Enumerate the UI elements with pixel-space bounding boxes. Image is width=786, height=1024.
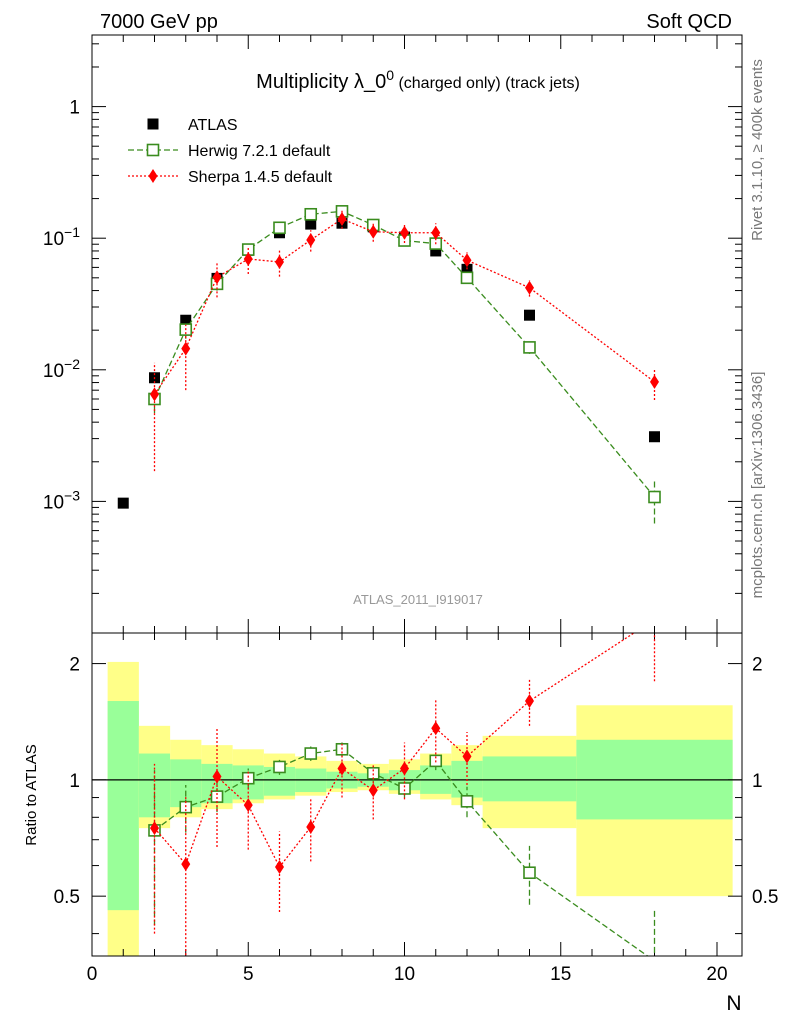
main-title-text: Multiplicity λ_0 <box>256 71 386 93</box>
data-point <box>275 859 284 874</box>
data-point <box>525 280 534 295</box>
ratio-y-tick-label-right: 0.5 <box>752 887 778 908</box>
y-tick-label: 10−1 <box>43 224 80 250</box>
legend: ATLAS Herwig 7.2.1 default Sherpa 1.4.5 de… <box>128 117 333 186</box>
legend-label: Sherpa 1.4.5 default <box>188 169 333 186</box>
data-point <box>150 387 159 402</box>
x-tick-label: 20 <box>706 964 727 985</box>
data-point <box>368 224 378 239</box>
y-tick-label-base: 10 <box>43 492 64 513</box>
uncertainty-band-inner <box>107 701 139 911</box>
data-point <box>181 857 191 872</box>
uncertainty-band-inner <box>482 756 577 802</box>
data-point <box>523 866 536 880</box>
data-point <box>523 341 536 354</box>
data-point <box>524 309 535 321</box>
data-point <box>304 747 318 760</box>
legend-item: ATLAS <box>147 117 238 134</box>
data-point <box>181 341 191 356</box>
data-point <box>460 795 474 808</box>
data-point <box>460 271 474 285</box>
data-point <box>273 221 286 235</box>
x-tick-label: 10 <box>394 964 415 985</box>
data-point <box>648 490 661 504</box>
data-point <box>212 270 222 285</box>
x-tick-label: 0 <box>87 964 98 985</box>
main-title: Multiplicity λ_00 (charged only) (track … <box>256 67 580 93</box>
analysis-id: ATLAS_2011_I919017 <box>353 592 483 607</box>
data-point <box>306 820 316 835</box>
y-tick-label: 10−2 <box>43 356 80 382</box>
data-point <box>306 232 316 247</box>
data-point <box>273 760 286 774</box>
data-point <box>462 749 472 764</box>
ratio-y-tick-label-left: 1 <box>69 771 80 792</box>
data-point <box>398 782 411 795</box>
data-point <box>337 211 347 226</box>
ratio-y-tick-label-right: 2 <box>752 655 763 676</box>
data-point <box>400 225 409 240</box>
data-point <box>243 798 253 813</box>
data-point <box>146 143 160 157</box>
ratio-panel: 0.5 0.51 12 20 5 10 15 20 Ratio to ATLAS N <box>23 632 778 1015</box>
legend-label: Herwig 7.2.1 default <box>188 143 331 160</box>
series-line <box>153 210 655 498</box>
data-point <box>212 769 222 784</box>
y-tick-label: 1 <box>69 98 80 119</box>
ratio-series-sherpa <box>150 633 656 956</box>
data-point <box>180 314 192 326</box>
data-point <box>525 694 534 709</box>
legend-label: ATLAS <box>188 117 238 134</box>
legend-item: Herwig 7.2.1 default <box>128 143 331 160</box>
ratio-y-tick-label-right: 1 <box>752 771 763 792</box>
ratio-y-tick-label-left: 0.5 <box>54 887 80 908</box>
data-point <box>400 761 409 776</box>
y-tick-label-exp: −2 <box>64 356 80 372</box>
x-tick-label: 5 <box>243 964 254 985</box>
y-tick-label-exp: −1 <box>64 224 80 240</box>
data-point <box>210 790 224 803</box>
energy-label: 7000 GeV pp <box>100 11 218 33</box>
x-axis-label: N <box>726 992 741 1015</box>
data-point <box>275 254 284 269</box>
data-point <box>650 374 659 389</box>
data-point <box>243 251 253 266</box>
data-point <box>368 783 378 798</box>
ratio-ylabel: Ratio to ATLAS <box>23 744 40 845</box>
x-tick-label: 15 <box>550 964 571 985</box>
data-point <box>147 118 159 130</box>
main-title-sup: 0 <box>386 67 394 83</box>
data-point <box>241 771 255 785</box>
uncertainty-band-inner <box>170 759 202 808</box>
data-point <box>117 497 129 509</box>
series-sherpa <box>150 210 659 472</box>
data-point <box>431 721 441 736</box>
data-point <box>305 218 317 230</box>
y-tick-label-exp: −3 <box>64 487 80 503</box>
data-point <box>304 207 318 221</box>
data-point <box>431 225 441 240</box>
data-point <box>430 245 442 257</box>
legend-item: Sherpa 1.4.5 default <box>128 169 333 186</box>
y-tick-label: 10−3 <box>43 487 80 513</box>
mcplots-label: mcplots.cern.ch [arXiv:1306.3436] <box>749 372 766 599</box>
y-tick-label-base: 10 <box>43 229 64 250</box>
y-tick-label-base: 10 <box>43 361 64 382</box>
data-point <box>462 253 472 268</box>
ratio-y-tick-label-left: 2 <box>69 655 80 676</box>
data-point <box>150 821 159 836</box>
data-point <box>337 761 347 776</box>
series-atlas <box>117 217 660 509</box>
ratio-frame <box>91 632 743 957</box>
data-point <box>148 169 158 183</box>
main-panel: Multiplicity λ_00 (charged only) (track … <box>43 34 743 634</box>
category-label: Soft QCD <box>646 11 732 33</box>
rivet-label: Rivet 3.1.10, ≥ 400k events <box>749 59 766 241</box>
data-point <box>649 431 660 443</box>
series-herwig <box>148 205 661 524</box>
main-title-suffix: (charged only) (track jets) <box>394 75 580 92</box>
